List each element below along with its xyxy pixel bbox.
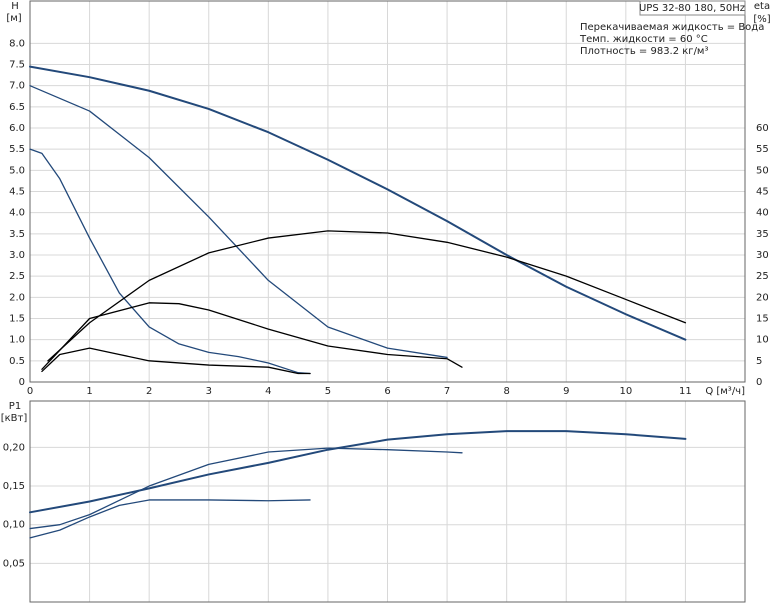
x-tick-label: 2 xyxy=(146,386,152,397)
curve xyxy=(29,499,311,539)
annotation: Темп. жидкости = 60 °C xyxy=(579,34,708,45)
y2-tick-label: 35 xyxy=(756,229,769,240)
curve xyxy=(47,230,687,362)
y-tick-label: 1.0 xyxy=(9,335,25,346)
y-tick-label: 0,15 xyxy=(3,481,25,492)
plot-frame xyxy=(29,400,746,603)
x-tick-label: 7 xyxy=(444,386,450,397)
y2-tick-label: 30 xyxy=(756,250,769,261)
annotation: Перекачиваемая жидкость = Вода xyxy=(580,22,764,33)
y2-tick-label: 50 xyxy=(756,165,769,176)
y-tick-label: 1.5 xyxy=(9,314,25,325)
y-tick-label: 0,20 xyxy=(3,442,25,453)
x-tick-label: 8 xyxy=(503,386,509,397)
y2-tick-label: 0 xyxy=(756,377,762,388)
y-tick-label: 4.0 xyxy=(9,208,25,219)
y-tick-label: 6.0 xyxy=(9,123,25,134)
curve xyxy=(29,148,311,375)
y-axis-unit: [кВт] xyxy=(1,413,28,424)
curve xyxy=(29,430,687,514)
y2-axis-label: eta xyxy=(754,1,770,12)
x-axis-label: Q [м³/ч] xyxy=(705,386,745,397)
y-tick-label: 0.5 xyxy=(9,356,25,367)
curve xyxy=(29,447,463,530)
y-tick-label: 4.5 xyxy=(9,187,25,198)
title-box xyxy=(639,0,746,16)
y2-tick-label: 20 xyxy=(756,292,769,303)
x-tick-label: 4 xyxy=(265,386,271,397)
y2-tick-label: 55 xyxy=(756,144,769,155)
y2-tick-label: 60 xyxy=(756,123,769,134)
curve xyxy=(29,85,448,359)
x-tick-label: 1 xyxy=(86,386,92,397)
x-tick-label: 5 xyxy=(325,386,331,397)
chart-title: UPS 32-80 180, 50Hz xyxy=(639,3,745,14)
curve xyxy=(41,302,463,370)
y-axis-label: H xyxy=(11,1,19,12)
y-tick-label: 0,10 xyxy=(3,520,25,531)
y-tick-label: 0,05 xyxy=(3,558,25,569)
y2-axis-unit: [%] xyxy=(753,14,770,25)
x-tick-label: 10 xyxy=(619,386,632,397)
x-tick-label: 6 xyxy=(384,386,390,397)
x-tick-label: 9 xyxy=(563,386,569,397)
curve xyxy=(41,347,311,375)
y-axis-unit: [м] xyxy=(6,13,21,24)
y2-tick-label: 10 xyxy=(756,335,769,346)
x-tick-label: 3 xyxy=(206,386,212,397)
x-tick-label: 11 xyxy=(679,386,692,397)
y-tick-label: 8.0 xyxy=(9,38,25,49)
y2-tick-label: 40 xyxy=(756,208,769,219)
y2-tick-label: 45 xyxy=(756,187,769,198)
y-tick-label: 3.0 xyxy=(9,250,25,261)
y-tick-label: 5.5 xyxy=(9,144,25,155)
y-tick-label: 0 xyxy=(19,377,25,388)
y2-tick-label: 5 xyxy=(756,356,762,367)
y2-tick-label: 25 xyxy=(756,271,769,282)
y-tick-label: 2.0 xyxy=(9,292,25,303)
y-tick-label: 5.0 xyxy=(9,165,25,176)
y-tick-label: 6.5 xyxy=(9,102,25,113)
y-axis-label: P1 xyxy=(9,401,21,412)
plot-frame xyxy=(29,0,746,383)
y2-tick-label: 15 xyxy=(756,314,769,325)
x-tick-label: 0 xyxy=(27,386,33,397)
curve xyxy=(29,65,687,341)
y-tick-label: 7.0 xyxy=(9,81,25,92)
y-tick-label: 2.5 xyxy=(9,271,25,282)
y-tick-label: 3.5 xyxy=(9,229,25,240)
annotation: Плотность = 983.2 кг/м³ xyxy=(580,46,709,57)
y-tick-label: 7.5 xyxy=(9,60,25,71)
